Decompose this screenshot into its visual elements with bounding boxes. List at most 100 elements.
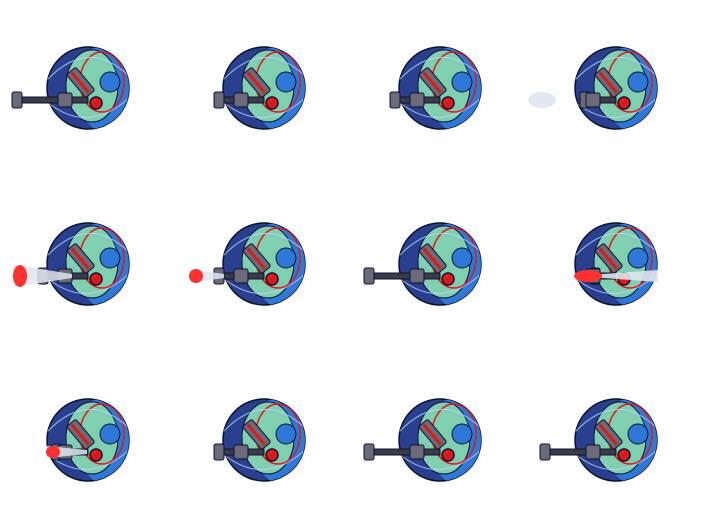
arm-joint <box>233 444 249 460</box>
blast-core <box>13 265 27 287</box>
muzzle-blast <box>189 269 224 283</box>
robot-sprite <box>213 46 306 130</box>
sprite-frame-11 <box>352 352 528 528</box>
arm-joint <box>585 444 601 460</box>
arm-claw <box>363 443 375 461</box>
orb-eye <box>99 423 121 445</box>
gun-stripe <box>70 247 90 270</box>
gun-stripe <box>422 71 442 94</box>
robot-sprite <box>213 398 306 482</box>
sprite-frame-5 <box>0 176 176 352</box>
arm-joint <box>409 268 425 284</box>
orb-seam <box>223 273 305 294</box>
arm-claw <box>363 267 375 285</box>
gun-emitter <box>265 96 279 110</box>
gun-arm <box>389 67 455 110</box>
orb-eye <box>275 71 297 93</box>
sprite-frame-3 <box>352 0 528 176</box>
gun-emitter <box>265 272 279 286</box>
gun-arm <box>11 67 103 110</box>
orb-seam <box>47 232 129 257</box>
orb-body <box>46 398 130 482</box>
sprite-frame-10 <box>176 352 352 528</box>
gun-stripe <box>598 71 618 94</box>
gun-emitter <box>617 448 631 462</box>
orb-eye <box>99 247 121 269</box>
orb-seam <box>399 408 481 433</box>
arm-joint <box>57 92 73 108</box>
gun-arm <box>213 419 279 462</box>
gun-arm <box>213 67 279 110</box>
gun-stripe <box>246 71 266 94</box>
blast-smoke <box>528 92 556 108</box>
gun-stripe <box>246 247 266 270</box>
orb-eye <box>627 423 649 445</box>
orb-seam <box>575 408 657 433</box>
gun-stripe <box>70 71 90 94</box>
arm-rod <box>369 272 441 280</box>
gun-stripe <box>422 423 442 446</box>
sprite-frame-4 <box>528 0 704 176</box>
orb-seam <box>223 56 305 81</box>
arm-rod <box>17 96 89 104</box>
robot-sprite <box>528 46 658 130</box>
sprite-frame-8 <box>528 176 704 352</box>
blast-core <box>46 446 60 458</box>
orb-body <box>46 46 130 130</box>
orb-seam <box>399 56 481 81</box>
orb-eye <box>627 247 649 269</box>
robot-sprite <box>46 398 130 482</box>
gun-stripe <box>70 423 90 446</box>
arm-claw <box>213 91 225 109</box>
arm-joint <box>233 92 249 108</box>
arm-claw <box>389 91 401 109</box>
gun-arm <box>213 243 279 286</box>
gun-emitter <box>617 96 631 110</box>
gun-emitter <box>265 448 279 462</box>
sprite-frame-2 <box>176 0 352 176</box>
orb-seam <box>399 232 481 257</box>
gun-stripe <box>246 423 266 446</box>
orb-seam <box>399 273 481 294</box>
robot-sprite <box>363 222 482 306</box>
muzzle-blast <box>528 92 556 108</box>
gun-arm <box>539 419 631 462</box>
muzzle-blast <box>574 270 658 282</box>
arm-joint <box>233 268 249 284</box>
sprite-frame-7 <box>352 176 528 352</box>
sprite-frame-9 <box>0 352 176 528</box>
orb-seam <box>223 408 305 433</box>
robot-sprite <box>189 222 306 306</box>
gun-stripe <box>598 423 618 446</box>
arm-joint <box>409 444 425 460</box>
orb-eye <box>451 247 473 269</box>
gun-emitter <box>89 96 103 110</box>
robot-sprite <box>363 398 482 482</box>
sprite-frame-6 <box>176 176 352 352</box>
blast-core <box>189 269 203 283</box>
gun-arm <box>363 419 455 462</box>
orb-seam <box>399 449 481 470</box>
arm-rod <box>545 448 617 456</box>
orb-eye <box>275 247 297 269</box>
robot-sprite <box>574 222 658 306</box>
robot-sprite <box>11 46 130 130</box>
arm-joint <box>409 92 425 108</box>
gun-emitter <box>441 96 455 110</box>
sprite-frame-12 <box>528 352 704 528</box>
muzzle-blast <box>13 265 72 287</box>
robot-sprite <box>539 398 658 482</box>
orb-eye <box>99 71 121 93</box>
gun-emitter <box>89 272 103 286</box>
orb-seam <box>575 232 657 257</box>
orb-seam <box>47 97 129 118</box>
orb-body <box>222 222 306 306</box>
blast-trail <box>14 265 72 287</box>
gun-emitter <box>441 448 455 462</box>
arm-claw <box>11 91 23 109</box>
orb-seam <box>223 232 305 257</box>
gun-arm <box>579 67 631 110</box>
robot-sprite <box>13 222 130 306</box>
arm-rod <box>369 448 441 456</box>
